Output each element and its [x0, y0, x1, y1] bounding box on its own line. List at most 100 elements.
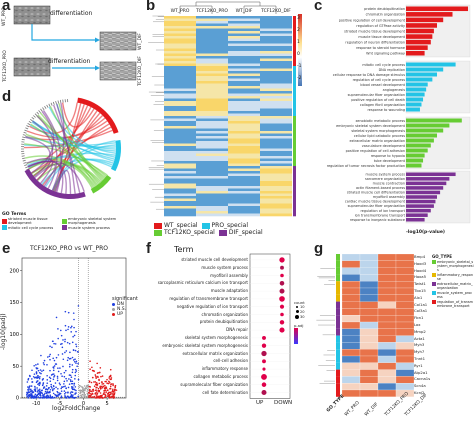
- e-point: [61, 390, 63, 392]
- e-xlabel: log2FoldChange: [52, 405, 100, 412]
- c-bar: [406, 18, 443, 23]
- d-gene-tick: [22, 158, 25, 159]
- e-point: [93, 381, 95, 383]
- e-point: [34, 387, 36, 389]
- e-point: [60, 330, 62, 332]
- b-heatmap-cell: [228, 26, 260, 29]
- e-point: [54, 365, 56, 367]
- g-gene-label: Hoxd4: [414, 268, 430, 275]
- e-point: [82, 389, 83, 390]
- g-heatmap-cell: [396, 268, 414, 275]
- b-heatmap-cell: [164, 161, 196, 164]
- e-legend-up: UP: [112, 312, 138, 317]
- b-heatmap-cell: [260, 64, 292, 67]
- b-row-group-bar: [293, 31, 296, 34]
- b-heatmap-cell: [164, 196, 196, 199]
- b-heatmap-cell: [164, 69, 196, 72]
- g-heatmap-cell: [342, 390, 360, 397]
- g-gene-label: Tnnt1: [414, 356, 430, 363]
- e-point: [75, 331, 77, 333]
- e-point: [60, 388, 62, 390]
- b-heatmap-cell: [196, 41, 228, 44]
- b-heatmap-cell: [164, 84, 196, 87]
- e-point: [61, 343, 63, 345]
- b-heatmap-cell: [196, 56, 228, 59]
- c-bar: [406, 134, 437, 138]
- b-heatmap-cell: [228, 206, 260, 209]
- b-heatmap-cell: [196, 176, 228, 179]
- e-point: [77, 363, 79, 365]
- f-term-label: negative regulation of ion transport: [150, 303, 248, 311]
- e-point: [110, 379, 112, 381]
- e-point: [38, 384, 40, 386]
- b-heatmap-cell: [196, 91, 228, 94]
- b-heatmap-cell: [196, 189, 228, 192]
- d-gene-tick: [42, 107, 44, 109]
- c-bar: [406, 173, 456, 177]
- g-heatmap-cell: [342, 274, 360, 281]
- c-bar: [406, 182, 446, 186]
- e-point: [73, 327, 75, 329]
- f-term-label: embryonic skeletal system morphogenesis: [150, 342, 248, 350]
- b-row-group-bar: [293, 36, 296, 39]
- b-heatmap-cell: [164, 106, 196, 109]
- b-legend-item-wt: WT_special: [154, 222, 198, 229]
- g-heatmap-cell: [378, 336, 396, 343]
- b-heatmap-cell: [164, 31, 196, 34]
- d-gene-tick: [60, 100, 61, 103]
- g-heatmap-cell: [342, 315, 360, 322]
- f-dot: [262, 359, 266, 363]
- g-heatmap-cell: [396, 288, 414, 295]
- b-heatmap-cell: [260, 209, 292, 212]
- b-row-group-bar: [293, 211, 296, 214]
- g-heatmap-cell: [360, 315, 378, 322]
- b-row-group-bar: [293, 19, 296, 22]
- e-point: [81, 390, 82, 391]
- e-point: [42, 394, 44, 396]
- b-tick-2: 2: [297, 28, 311, 40]
- e-point: [111, 393, 113, 395]
- b-legend-swatch: [219, 230, 227, 236]
- b-row-group-bar: [293, 129, 296, 132]
- e-point: [41, 389, 43, 391]
- e-point: [65, 378, 67, 380]
- d-gene-tick: [35, 114, 37, 116]
- f-term-label: sarcoplasmic reticulum calcium ion trans…: [150, 279, 248, 287]
- e-point: [43, 394, 45, 396]
- b-row-group-bar: [293, 141, 296, 144]
- b-row-group-bar: [293, 79, 296, 82]
- f-dot: [261, 374, 267, 380]
- b-row-group-bar: [293, 209, 296, 212]
- e-point: [65, 370, 67, 372]
- g-heatmap-cell: [360, 356, 378, 363]
- b-heatmap-cell: [228, 86, 260, 89]
- e-point: [53, 343, 55, 345]
- e-point: [72, 357, 74, 359]
- g-row-annotation: [336, 315, 340, 322]
- e-point: [98, 396, 100, 398]
- d-legend-item: embryonic skeletal system morphogenesis: [62, 217, 142, 225]
- b-heatmap-cell: [164, 209, 196, 212]
- d-gene-tick: [49, 104, 50, 107]
- e-point: [65, 330, 67, 332]
- g-heatmap-cell: [360, 302, 378, 309]
- b-heatmap-cell: [260, 139, 292, 142]
- g-heatmap-cell: [342, 370, 360, 377]
- e-point: [45, 389, 47, 391]
- b-heatmap-cell: [228, 76, 260, 79]
- e-point: [71, 326, 73, 328]
- b-heatmap-cell: [228, 71, 260, 74]
- b-heatmap-cell: [260, 124, 292, 127]
- b-heatmap-cell: [196, 119, 228, 122]
- b-heatmap-cell: [228, 124, 260, 127]
- e-point: [74, 335, 76, 337]
- g-gene-label: Atp2a1: [414, 370, 430, 377]
- e-point: [47, 389, 49, 391]
- c-term-label: supramolecular fiber organization: [348, 93, 405, 97]
- e-point: [71, 376, 73, 378]
- e-point: [80, 390, 81, 391]
- e-point: [102, 387, 104, 389]
- b-heatmap-cell: [196, 161, 228, 164]
